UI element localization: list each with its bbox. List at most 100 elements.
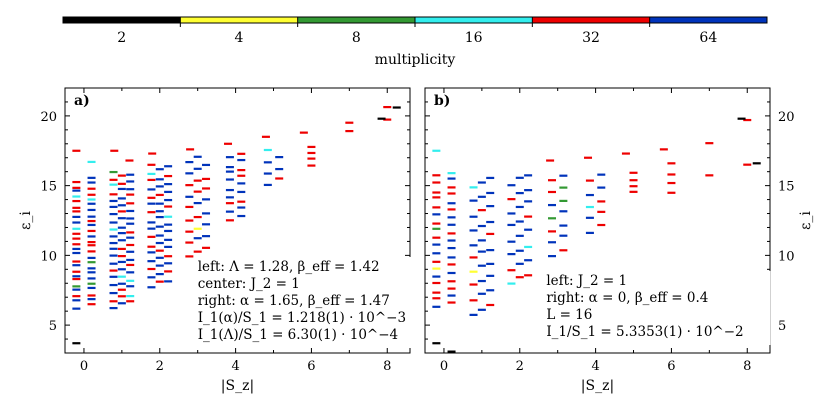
y-axis-label: ε_i bbox=[18, 211, 34, 230]
level-mark bbox=[515, 205, 524, 209]
colorbar-segment-4 bbox=[180, 17, 298, 23]
level-mark bbox=[237, 200, 246, 203]
level-mark bbox=[72, 243, 81, 246]
level-mark bbox=[202, 187, 211, 190]
level-mark bbox=[585, 179, 594, 182]
level-mark bbox=[202, 235, 211, 238]
level-mark bbox=[109, 193, 118, 196]
level-mark bbox=[524, 245, 533, 249]
annotation-line: I_1/S_1 = 5.3353(1) · 10^−2 bbox=[546, 324, 743, 340]
level-mark bbox=[559, 199, 568, 203]
level-mark bbox=[447, 177, 456, 180]
annotation-line: right: α = 0, β_eff = 0.4 bbox=[546, 290, 708, 306]
level-mark bbox=[164, 223, 173, 226]
level-mark bbox=[752, 162, 761, 165]
level-mark bbox=[109, 212, 118, 216]
level-mark bbox=[164, 270, 173, 273]
level-mark bbox=[155, 193, 164, 197]
level-mark bbox=[193, 155, 202, 158]
annotation-line: left: J_2 = 1 bbox=[546, 273, 627, 289]
level-mark bbox=[72, 288, 81, 291]
level-mark bbox=[432, 275, 441, 278]
level-mark bbox=[548, 203, 557, 207]
x-tick-label: 8 bbox=[743, 359, 751, 374]
level-mark bbox=[109, 241, 118, 245]
level-mark bbox=[87, 208, 96, 212]
multiplicity-colorbar: 2 4 8 16 32 64 bbox=[62, 16, 768, 46]
level-mark bbox=[548, 179, 557, 182]
level-mark bbox=[126, 231, 135, 234]
level-mark bbox=[507, 223, 516, 227]
level-mark bbox=[667, 173, 676, 176]
level-mark bbox=[164, 245, 173, 249]
level-mark bbox=[87, 267, 96, 270]
annotation-line: I_1(α)/S_1 = 1.218(1) · 10^−3 bbox=[198, 310, 406, 326]
level-mark bbox=[87, 240, 96, 244]
level-mark bbox=[109, 235, 118, 238]
level-mark bbox=[629, 185, 638, 188]
level-mark bbox=[87, 229, 96, 233]
level-mark bbox=[126, 285, 135, 288]
level-mark bbox=[486, 220, 495, 224]
level-mark bbox=[87, 235, 96, 238]
level-mark bbox=[263, 183, 272, 187]
level-mark bbox=[469, 215, 478, 218]
level-mark bbox=[109, 228, 118, 231]
level-mark bbox=[597, 210, 606, 213]
level-mark bbox=[432, 291, 441, 294]
level-mark bbox=[155, 234, 164, 237]
level-mark bbox=[185, 255, 194, 258]
level-mark bbox=[186, 148, 195, 151]
level-mark bbox=[667, 191, 676, 194]
level-mark bbox=[117, 282, 126, 285]
level-mark bbox=[126, 300, 135, 303]
level-mark bbox=[559, 210, 568, 213]
level-mark bbox=[87, 286, 96, 290]
panel-b: 0 2 4 6 8 5 10 15 20 |S_z| ε_i b) left: J_2 = 1right… bbox=[424, 87, 814, 394]
level-mark bbox=[155, 273, 164, 276]
level-mark bbox=[147, 227, 156, 230]
level-mark bbox=[597, 200, 606, 203]
level-mark bbox=[126, 209, 135, 213]
level-mark bbox=[117, 187, 126, 191]
level-mark bbox=[202, 223, 211, 226]
level-mark bbox=[507, 282, 516, 285]
level-mark bbox=[72, 237, 81, 240]
level-mark bbox=[486, 303, 495, 307]
level-mark bbox=[585, 193, 594, 197]
level-mark bbox=[705, 142, 714, 145]
level-mark bbox=[117, 174, 126, 177]
level-mark bbox=[559, 234, 568, 237]
level-mark bbox=[109, 283, 118, 287]
level-mark bbox=[126, 222, 135, 225]
x-tick-label: 0 bbox=[80, 359, 88, 374]
level-mark bbox=[87, 271, 96, 274]
level-mark bbox=[237, 182, 246, 185]
level-mark bbox=[559, 174, 568, 177]
colorbar-frame bbox=[62, 16, 768, 24]
level-mark bbox=[447, 172, 456, 175]
level-mark bbox=[126, 202, 135, 205]
level-mark bbox=[261, 135, 270, 138]
level-mark bbox=[126, 193, 135, 196]
level-mark bbox=[87, 250, 96, 253]
level-mark bbox=[447, 350, 456, 353]
level-mark bbox=[447, 294, 456, 297]
level-mark bbox=[72, 180, 81, 184]
level-mark bbox=[507, 198, 516, 201]
level-mark bbox=[237, 158, 246, 162]
level-mark bbox=[432, 222, 441, 225]
level-mark bbox=[469, 244, 478, 247]
level-mark bbox=[432, 267, 441, 270]
level-mark bbox=[469, 186, 478, 189]
level-mark bbox=[469, 313, 478, 316]
level-mark bbox=[164, 238, 173, 241]
level-mark bbox=[432, 181, 441, 184]
level-mark bbox=[383, 105, 392, 109]
level-mark bbox=[585, 231, 594, 235]
level-mark bbox=[432, 260, 441, 263]
level-mark bbox=[126, 180, 135, 183]
level-mark bbox=[72, 186, 81, 189]
level-mark bbox=[486, 274, 495, 277]
level-mark bbox=[345, 121, 354, 124]
